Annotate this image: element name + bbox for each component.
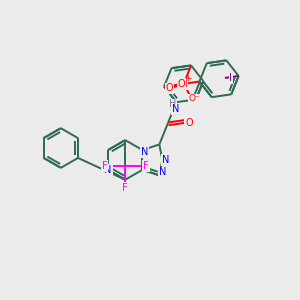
Text: +: + [184, 74, 191, 83]
Text: O: O [178, 79, 186, 89]
Text: N: N [141, 147, 148, 157]
Text: N: N [159, 167, 166, 177]
Text: H: H [169, 99, 176, 110]
Text: I: I [230, 73, 232, 83]
Text: N: N [172, 104, 179, 114]
Text: O: O [185, 118, 193, 128]
Text: F: F [143, 161, 149, 171]
Text: N: N [162, 155, 169, 165]
Text: N: N [180, 79, 188, 89]
Text: N: N [104, 165, 112, 175]
Text: O⁻: O⁻ [189, 94, 201, 103]
Text: O: O [166, 83, 173, 93]
Text: F: F [122, 183, 128, 193]
Text: F: F [102, 161, 107, 171]
